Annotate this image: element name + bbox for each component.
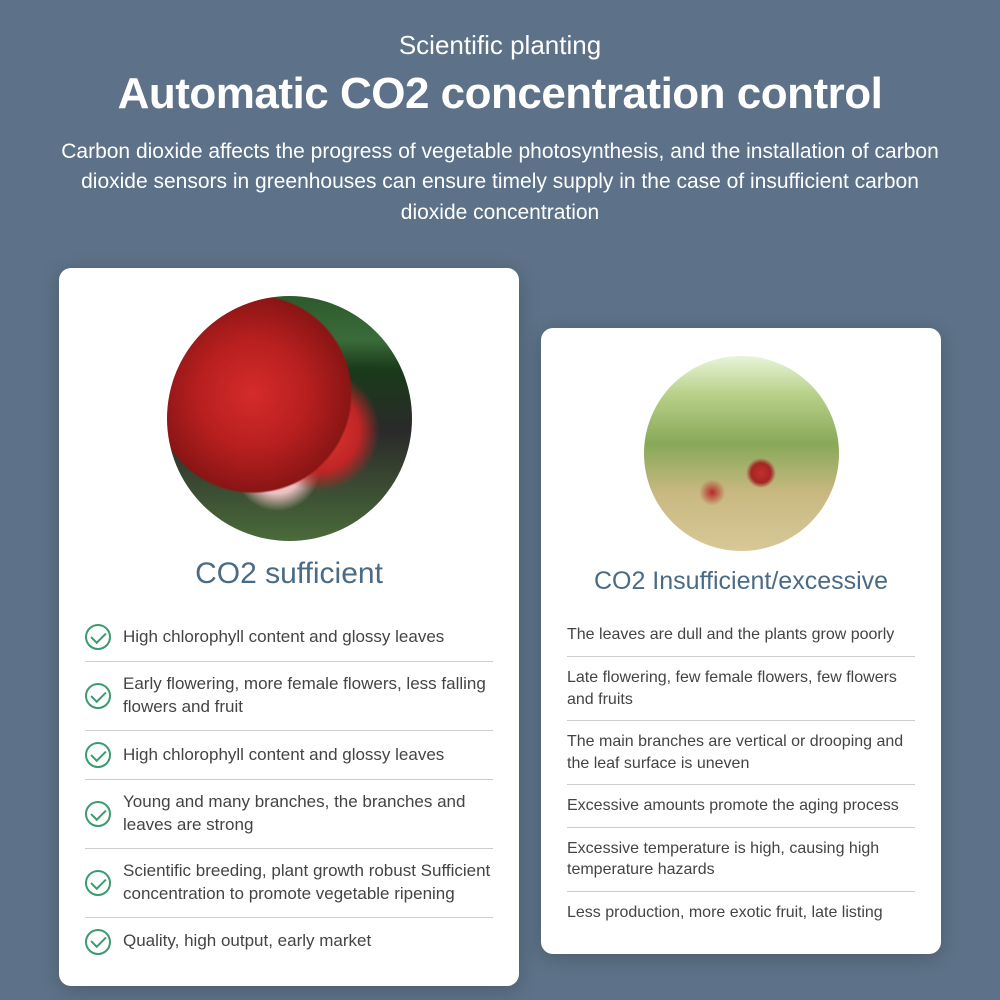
check-icon [85, 870, 111, 896]
list-item-text: Excessive temperature is high, causing h… [567, 838, 915, 881]
check-icon [85, 742, 111, 768]
header-description: Carbon dioxide affects the progress of v… [60, 137, 940, 228]
cards-container: CO2 sufficient High chlorophyll content … [0, 248, 1000, 986]
check-icon [85, 683, 111, 709]
list-item: Late flowering, few female flowers, few … [567, 657, 915, 721]
list-item-text: Early flowering, more female flowers, le… [123, 673, 493, 719]
card-insufficient: CO2 Insufficient/excessive The leaves ar… [541, 328, 941, 953]
list-item: The main branches are vertical or droopi… [567, 721, 915, 785]
list-item: Young and many branches, the branches an… [85, 780, 493, 849]
list-item: Early flowering, more female flowers, le… [85, 662, 493, 731]
card-sufficient-title: CO2 sufficient [85, 557, 493, 591]
check-icon [85, 929, 111, 955]
list-item: Quality, high output, early market [85, 918, 493, 966]
list-item: Scientific breeding, plant growth robust… [85, 849, 493, 918]
image-healthy-strawberries [167, 296, 412, 541]
card-insufficient-list: The leaves are dull and the plants grow … [567, 614, 915, 933]
list-item-text: Less production, more exotic fruit, late… [567, 902, 883, 924]
header: Scientific planting Automatic CO2 concen… [0, 0, 1000, 248]
list-item: High chlorophyll content and glossy leav… [85, 613, 493, 662]
card-sufficient: CO2 sufficient High chlorophyll content … [59, 268, 519, 986]
card-insufficient-title: CO2 Insufficient/excessive [567, 567, 915, 596]
list-item-text: The leaves are dull and the plants grow … [567, 624, 894, 646]
check-icon [85, 801, 111, 827]
list-item: Less production, more exotic fruit, late… [567, 892, 915, 934]
list-item-text: Quality, high output, early market [123, 930, 371, 953]
card-sufficient-list: High chlorophyll content and glossy leav… [85, 613, 493, 966]
header-title: Automatic CO2 concentration control [60, 69, 940, 119]
check-icon [85, 624, 111, 650]
list-item-text: High chlorophyll content and glossy leav… [123, 626, 444, 649]
list-item-text: Scientific breeding, plant growth robust… [123, 860, 493, 906]
list-item: Excessive temperature is high, causing h… [567, 828, 915, 892]
list-item-text: The main branches are vertical or droopi… [567, 731, 915, 774]
image-sparse-plant [644, 356, 839, 551]
list-item-text: High chlorophyll content and glossy leav… [123, 744, 444, 767]
list-item-text: Excessive amounts promote the aging proc… [567, 795, 899, 817]
list-item: The leaves are dull and the plants grow … [567, 614, 915, 657]
list-item-text: Late flowering, few female flowers, few … [567, 667, 915, 710]
list-item-text: Young and many branches, the branches an… [123, 791, 493, 837]
list-item: High chlorophyll content and glossy leav… [85, 731, 493, 780]
list-item: Excessive amounts promote the aging proc… [567, 785, 915, 828]
header-subtitle: Scientific planting [60, 30, 940, 61]
